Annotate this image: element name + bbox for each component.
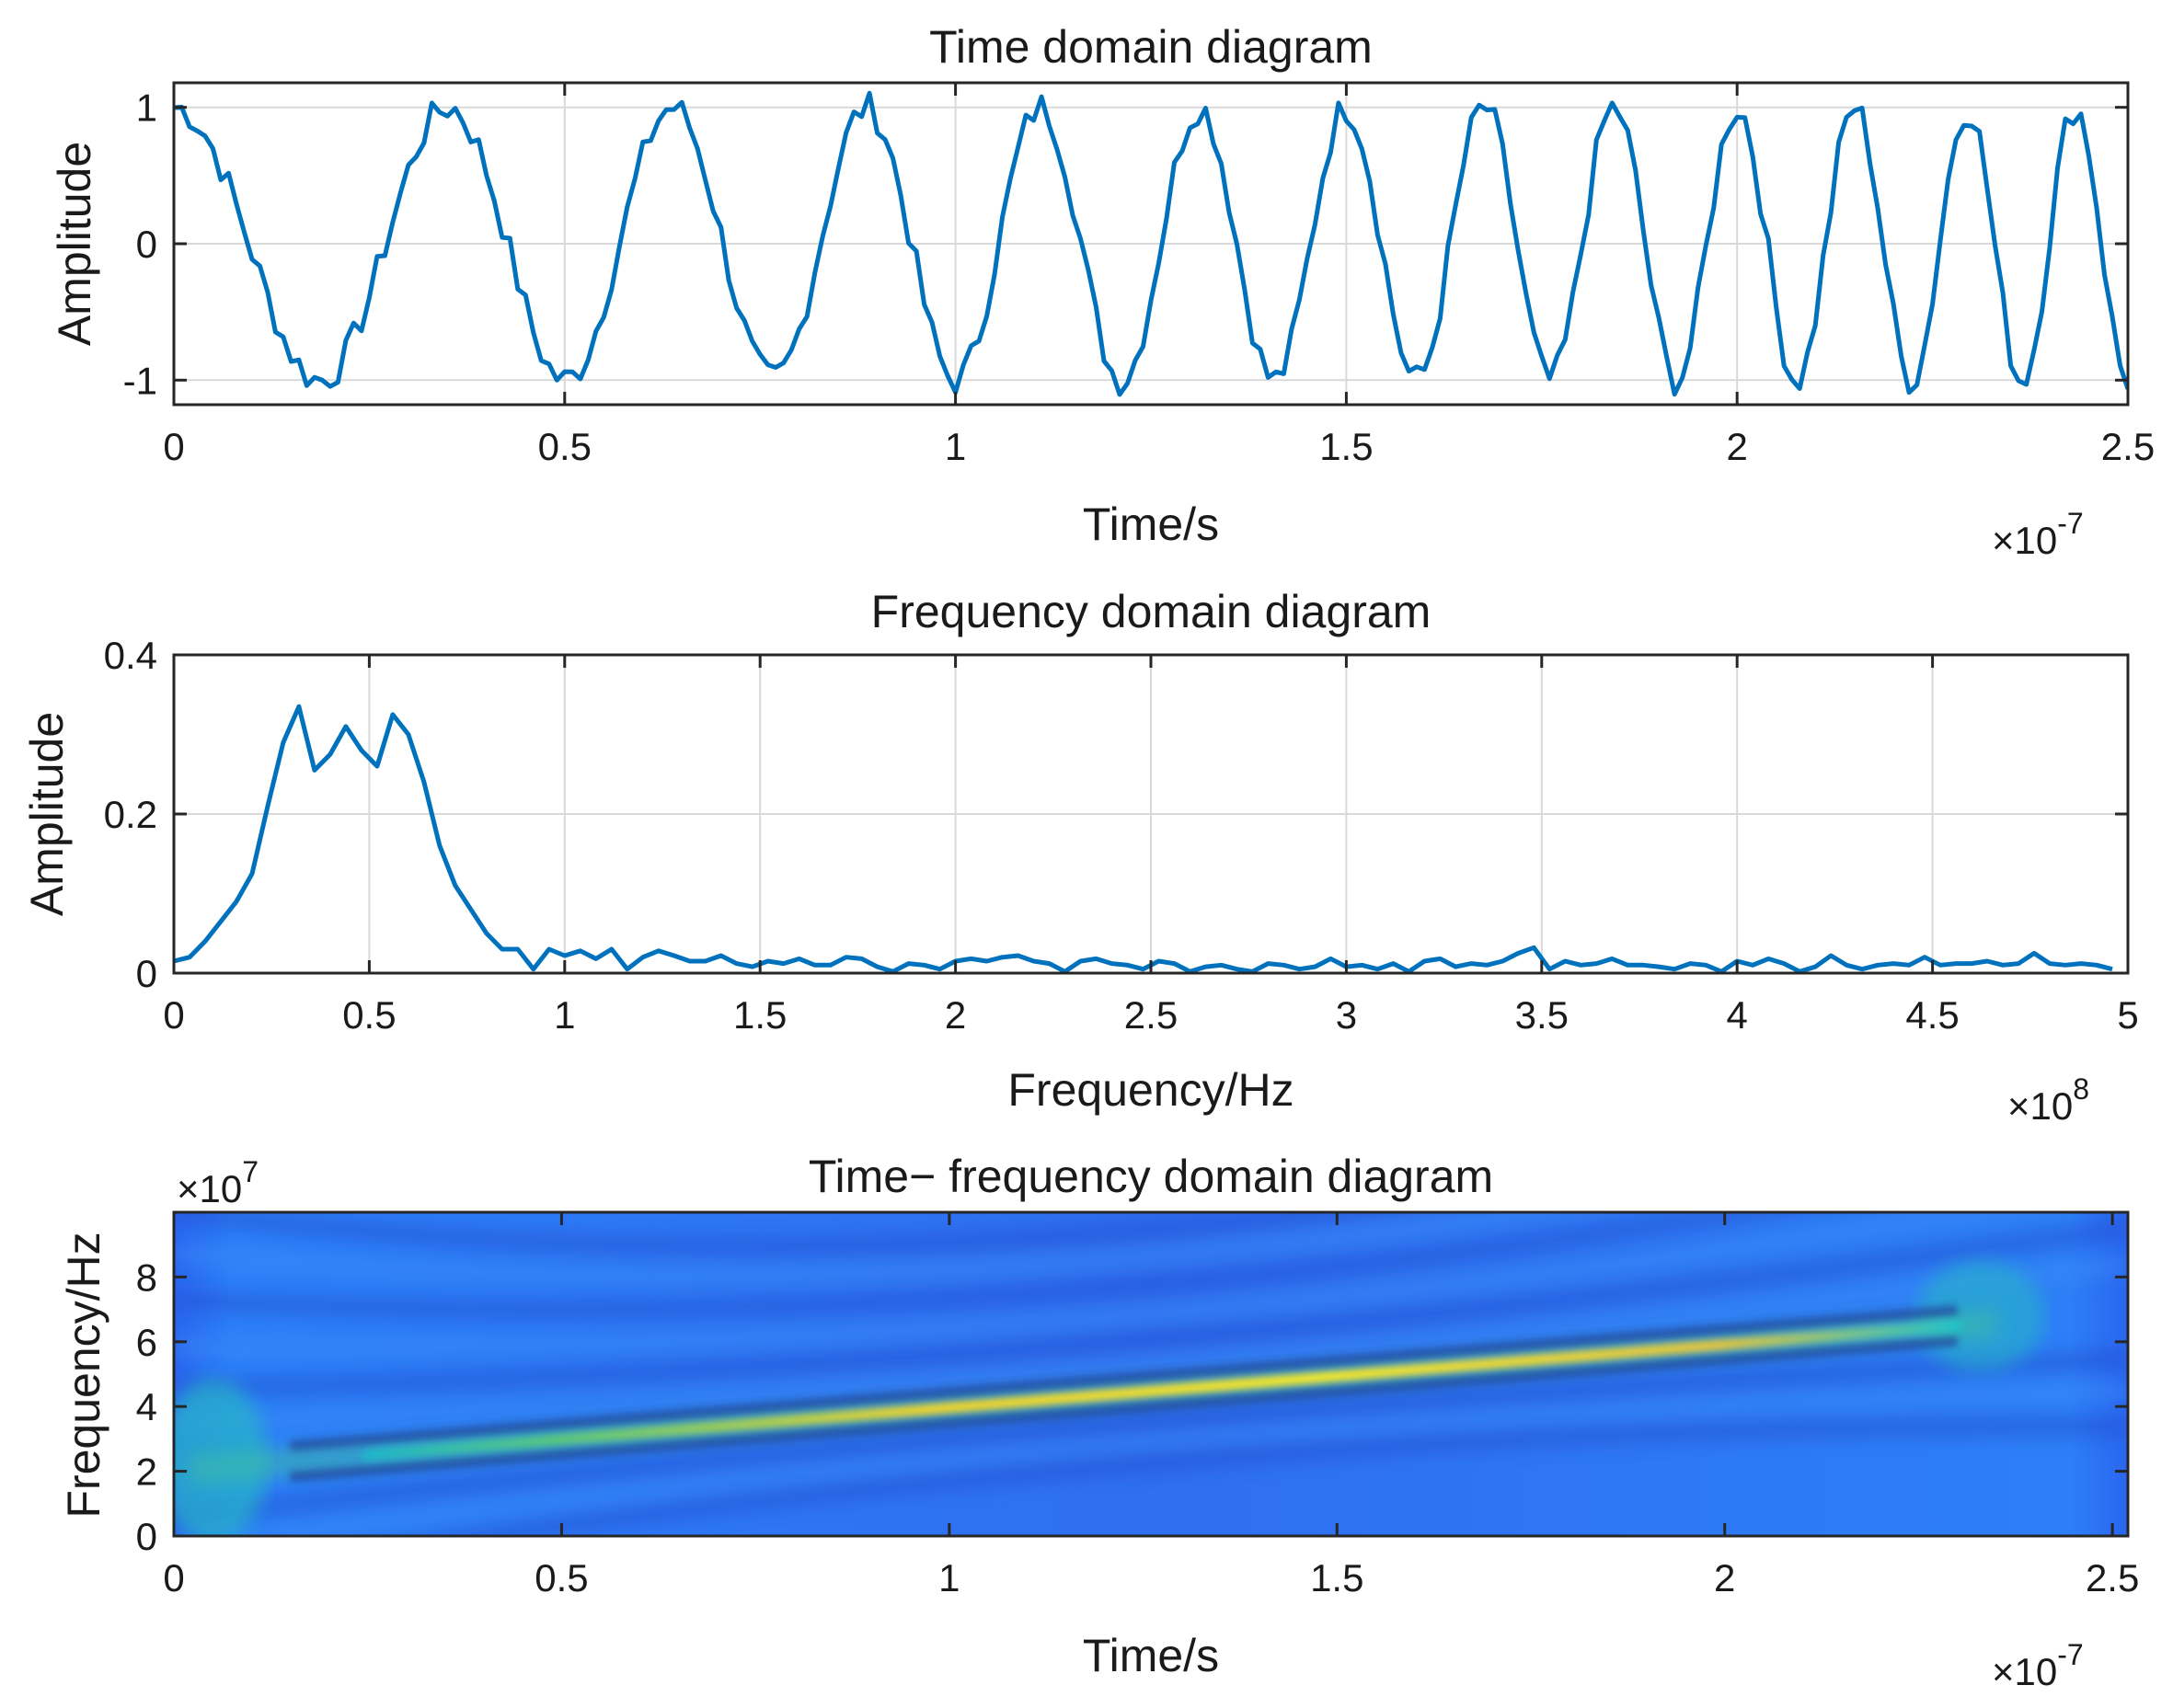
interference-band	[210, 1382, 2128, 1536]
heatmap-interference-bands	[174, 1212, 2128, 1536]
y-tick-label: 0.4	[104, 634, 157, 677]
time-frequency-ticks: 0 0.5 1 1.5 2 2.5 0 2 4 6 8	[136, 1212, 2139, 1599]
time-domain-xlabel: Time/s	[1083, 499, 1219, 550]
y-tick-label: 0	[136, 1515, 157, 1558]
x-tick-label: 4	[1727, 993, 1748, 1037]
x-tick-label: 2.5	[2086, 1556, 2139, 1599]
x-tick-label: 1.5	[1310, 1556, 1363, 1599]
interference-band	[174, 1256, 2128, 1432]
x-tick-label: 5	[2117, 993, 2138, 1037]
time-frequency-title: Time− frequency domain diagram	[809, 1151, 1493, 1202]
interference-band	[174, 1212, 1785, 1317]
y-tick-label: 0	[136, 223, 157, 266]
time-frequency-y-multiplier: ×107	[177, 1155, 259, 1210]
time-frequency-xlabel: Time/s	[1083, 1630, 1219, 1681]
time-domain-title: Time domain diagram	[929, 21, 1373, 73]
frequency-domain-spectrum-line	[174, 704, 2113, 973]
x-tick-label: 2	[945, 993, 966, 1037]
time-frequency-panel: 0 0.5 1 1.5 2 2.5 0 2 4 6 8 Time− frequency domain…	[58, 1151, 2139, 1693]
y-tick-label: 4	[136, 1385, 157, 1428]
time-domain-ylabel: Amplitude	[49, 142, 100, 346]
frequency-domain-title: Frequency domain diagram	[871, 586, 1431, 637]
x-tick-label: 1	[938, 1556, 960, 1599]
y-tick-label: 1	[136, 86, 157, 130]
interference-band	[174, 1220, 2128, 1396]
x-tick-label: 1	[945, 425, 966, 468]
x-tick-label: 2.5	[1124, 993, 1178, 1037]
x-tick-label: 0.5	[538, 425, 592, 468]
interference-band	[174, 1351, 2128, 1525]
x-tick-label: 0.5	[535, 1556, 588, 1599]
frequency-domain-x-multiplier: ×108	[2007, 1072, 2089, 1128]
y-tick-label: 8	[136, 1255, 157, 1299]
frequency-domain-grid	[173, 654, 2129, 974]
time-frequency-ylabel: Frequency/Hz	[58, 1232, 109, 1518]
frequency-domain-panel: 0 0.5 1 1.5 2 2.5 3 3.5 4 4.5 5 0 0.2 0.4 Frequency d…	[21, 586, 2139, 1128]
x-tick-label: 2	[1714, 1556, 1735, 1599]
y-tick-label: -1	[123, 359, 157, 402]
x-tick-label: 1	[554, 993, 575, 1037]
interference-band	[174, 1212, 2019, 1356]
time-frequency-x-multiplier: ×10-7	[1992, 1638, 2084, 1693]
ridge-flank	[289, 1305, 1959, 1453]
y-tick-label: 0.2	[104, 793, 157, 836]
y-tick-label: 2	[136, 1450, 157, 1494]
x-tick-label: 2	[1727, 425, 1748, 468]
x-tick-label: 0	[163, 1556, 184, 1599]
frequency-domain-ylabel: Amplitude	[21, 712, 73, 916]
ridge-flank	[289, 1335, 1959, 1482]
interference-band	[436, 1419, 2128, 1536]
time-domain-ticks: 0 0.5 1 1.5 2 2.5-101	[123, 83, 2155, 468]
x-tick-label: 3	[1336, 993, 1357, 1037]
time-domain-panel: 0 0.5 1 1.5 2 2.5-101 Time domain diagram Tim…	[49, 21, 2155, 562]
x-tick-label: 3.5	[1515, 993, 1569, 1037]
y-tick-label: 6	[136, 1321, 157, 1364]
x-tick-label: 0	[163, 425, 184, 468]
interference-band	[174, 1212, 1573, 1283]
x-tick-label: 1.5	[733, 993, 787, 1037]
time-frequency-heatmap	[174, 1212, 2128, 1536]
time-frequency-axes-box	[172, 1210, 2130, 1538]
x-tick-label: 4.5	[1905, 993, 1959, 1037]
x-tick-label: 0.5	[342, 993, 396, 1037]
y-tick-label: 0	[136, 952, 157, 995]
time-domain-x-multiplier: ×10-7	[1992, 507, 2084, 562]
x-tick-label: 1.5	[1319, 425, 1373, 468]
heatmap-chirp-ridge	[188, 1305, 1997, 1484]
interference-band	[174, 1212, 1381, 1254]
x-tick-label: 2.5	[2101, 425, 2155, 468]
frequency-domain-ticks: 0 0.5 1 1.5 2 2.5 3 3.5 4 4.5 5 0 0.2 0.4	[104, 634, 2139, 1037]
ridge-core	[362, 1320, 1963, 1461]
frequency-domain-xlabel: Frequency/Hz	[1007, 1064, 1293, 1116]
x-tick-label: 0	[163, 993, 184, 1037]
time-domain-signal-line	[174, 90, 2128, 397]
